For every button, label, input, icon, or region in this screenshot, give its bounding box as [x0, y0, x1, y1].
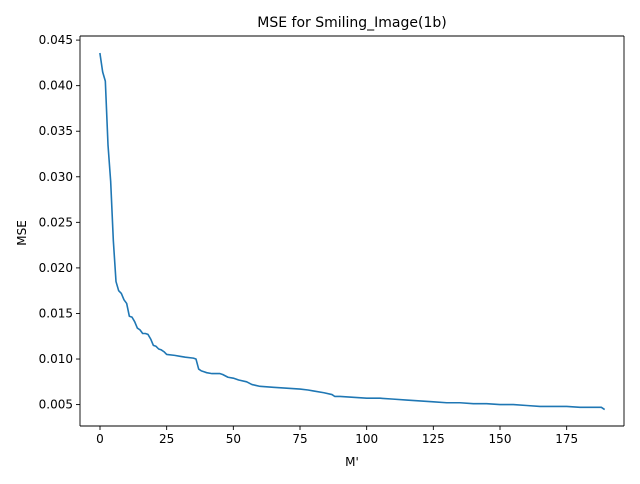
y-tick-label: 0.030 — [39, 170, 73, 184]
x-axis-label: M' — [345, 455, 359, 469]
x-tick-label: 125 — [422, 432, 445, 446]
x-tick-label: 75 — [292, 432, 307, 446]
y-axis-label: MSE — [15, 220, 29, 246]
y-tick-label: 0.035 — [39, 124, 73, 138]
y-tick-label: 0.045 — [39, 33, 73, 47]
y-tick-label: 0.005 — [39, 398, 73, 412]
series-line-0 — [99, 52, 606, 411]
x-tick-label: 175 — [555, 432, 578, 446]
y-tick-label: 0.020 — [39, 261, 73, 275]
plot-area: 0 25 50 75 100 125 150 175 0.005 0.010 0.015 0.020 0… — [39, 33, 625, 446]
y-tick-label: 0.040 — [39, 79, 73, 93]
x-tick-label: 0 — [96, 432, 104, 446]
y-tick-label: 0.015 — [39, 306, 73, 320]
x-tick-label: 50 — [226, 432, 241, 446]
x-tick-label: 100 — [355, 432, 378, 446]
chart-title: MSE for Smiling_Image(1b) — [257, 15, 446, 31]
x-tick-label: 25 — [159, 432, 174, 446]
y-tick-label: 0.010 — [39, 352, 73, 366]
y-tick-label: 0.025 — [39, 215, 73, 229]
x-tick-label: 150 — [489, 432, 512, 446]
